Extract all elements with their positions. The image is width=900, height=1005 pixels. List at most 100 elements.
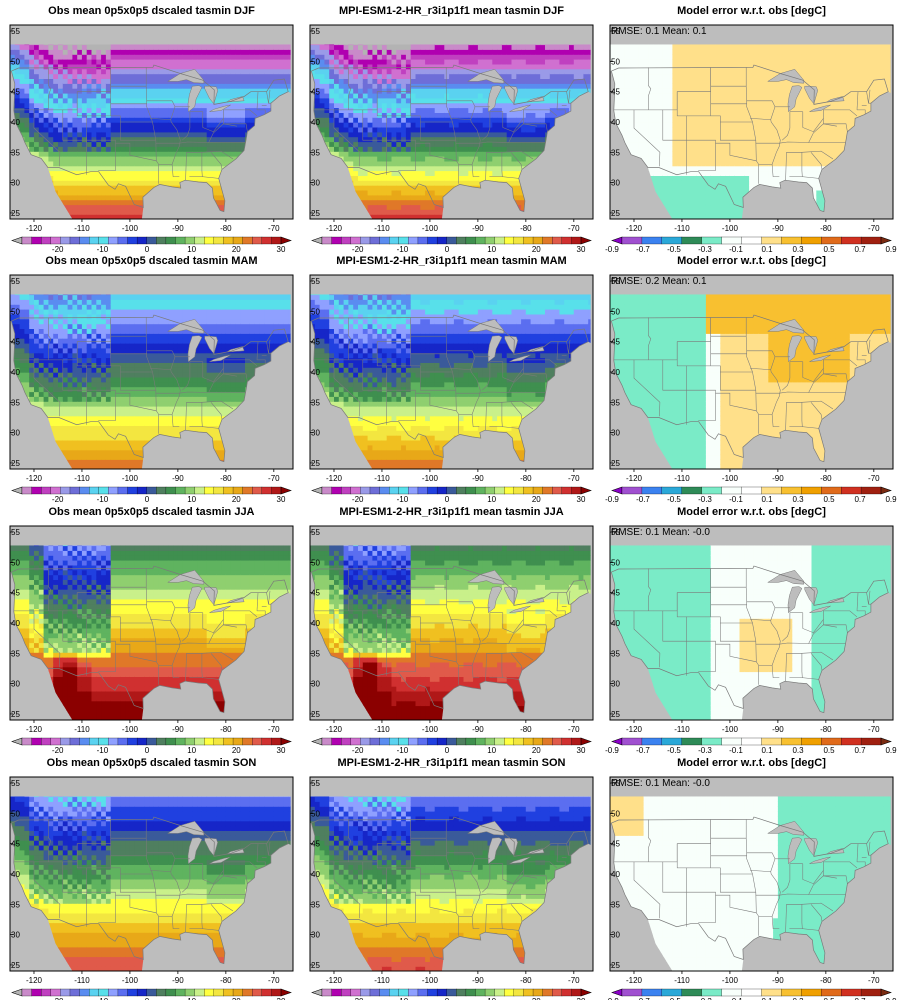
field-cell (96, 127, 101, 132)
field-cell (416, 180, 421, 186)
field-cell (559, 74, 564, 80)
field-cell (377, 54, 382, 60)
field-cell (111, 103, 116, 109)
field-cell (216, 49, 221, 55)
field-cell (135, 175, 140, 181)
field-cell (183, 161, 188, 167)
field-cell (435, 127, 440, 132)
field-cell (72, 209, 77, 215)
field-cell (53, 69, 58, 75)
field-cell (363, 156, 368, 162)
field-cell (250, 69, 255, 75)
field-cell (72, 83, 77, 89)
field-cell (207, 78, 212, 84)
field-cell (488, 54, 493, 60)
field-cell (473, 49, 478, 55)
field-cell (324, 78, 329, 84)
field-cell (34, 78, 39, 84)
field-cell (464, 117, 469, 123)
field-cell (363, 200, 368, 206)
field-cell (197, 117, 202, 123)
field-cell (368, 195, 373, 201)
field-cell (516, 54, 521, 60)
field-cell (106, 137, 111, 143)
field-cell (173, 59, 178, 65)
field-cell (106, 44, 111, 50)
field-cell (154, 108, 159, 114)
field-cell (473, 122, 478, 128)
field-cell (324, 69, 329, 75)
field-cell (368, 112, 373, 118)
field-cell (531, 108, 536, 114)
field-cell (406, 59, 411, 65)
field-cell (440, 98, 445, 104)
field-cell (372, 161, 377, 167)
field-cell (324, 108, 329, 114)
field-cell (72, 146, 77, 152)
field-cell (221, 156, 226, 162)
field-cell (440, 88, 445, 94)
field-cell (459, 108, 464, 114)
field-cell (77, 108, 82, 114)
field-cell (569, 44, 574, 50)
field-cell (144, 74, 149, 80)
field-cell (279, 69, 284, 75)
field-cell (406, 171, 411, 177)
field-cell (197, 122, 202, 128)
field-cell (192, 127, 197, 132)
field-cell (526, 117, 531, 123)
field-cell (387, 69, 392, 75)
field-cell (363, 141, 368, 147)
field-cell (449, 93, 454, 99)
field-cell (164, 122, 169, 128)
field-cell (488, 175, 493, 181)
field-cell (353, 137, 358, 143)
field-cell (130, 180, 135, 186)
field-cell (77, 132, 82, 138)
field-cell (53, 127, 58, 132)
field-cell (106, 146, 111, 152)
field-cell (53, 122, 58, 128)
field-cell (368, 132, 373, 138)
field-cell (53, 74, 58, 80)
field-cell (435, 132, 440, 138)
field-cell (63, 200, 68, 206)
field-cell (464, 93, 469, 99)
field-cell (368, 103, 373, 109)
field-cell (497, 127, 502, 132)
field-cell (159, 88, 164, 94)
field-cell (392, 195, 397, 201)
field-cell (420, 156, 425, 162)
field-cell (202, 161, 207, 167)
field-cell (473, 93, 478, 99)
field-cell (425, 49, 430, 55)
field-cell (430, 171, 435, 177)
field-cell (164, 146, 169, 152)
field-cell (154, 112, 159, 118)
field-cell (245, 74, 250, 80)
field-cell (101, 146, 106, 152)
field-cell (430, 69, 435, 75)
field-cell (377, 127, 382, 132)
field-cell (183, 83, 188, 89)
field-cell (283, 54, 288, 60)
field-cell (444, 127, 449, 132)
field-cell (77, 98, 82, 104)
field-cell (406, 54, 411, 60)
field-cell (144, 146, 149, 152)
field-cell (202, 103, 207, 109)
field-cell (140, 166, 145, 172)
field-cell (135, 171, 140, 177)
field-cell (135, 78, 140, 84)
field-cell (96, 180, 101, 186)
field-cell (478, 98, 483, 104)
field-cell (488, 137, 493, 143)
field-cell (459, 122, 464, 128)
field-cell (411, 132, 416, 138)
field-cell (44, 141, 49, 147)
field-cell (130, 156, 135, 162)
field-cell (53, 161, 58, 167)
field-cell (259, 69, 264, 75)
field-cell (334, 93, 339, 99)
field-cell (440, 180, 445, 186)
